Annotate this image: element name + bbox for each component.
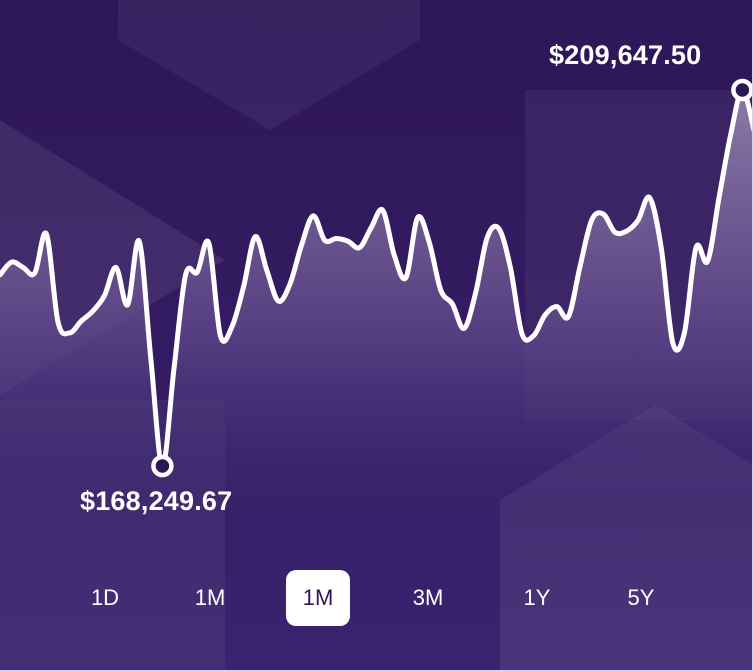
- time-range-selector: 1D 1M 1M 3M 1Y 5Y: [0, 570, 754, 628]
- range-button-3m[interactable]: 3M: [412, 585, 444, 610]
- min-price-label: $168,249.67: [80, 486, 233, 516]
- range-button-1m-active[interactable]: 1M: [286, 570, 350, 626]
- max-price-label: $209,647.50: [549, 40, 702, 70]
- range-button-1m[interactable]: 1M: [194, 585, 226, 610]
- frame-bottom-border: [0, 670, 754, 672]
- min-point-marker: [151, 454, 174, 478]
- frame-right-border: [752, 0, 754, 672]
- range-button-1y[interactable]: 1Y: [523, 585, 551, 610]
- price-area-fill: [0, 89, 754, 561]
- range-button-5y[interactable]: 5Y: [627, 585, 655, 610]
- range-button-1d[interactable]: 1D: [90, 585, 120, 610]
- price-line: [0, 87, 754, 469]
- max-point-marker: [731, 78, 754, 102]
